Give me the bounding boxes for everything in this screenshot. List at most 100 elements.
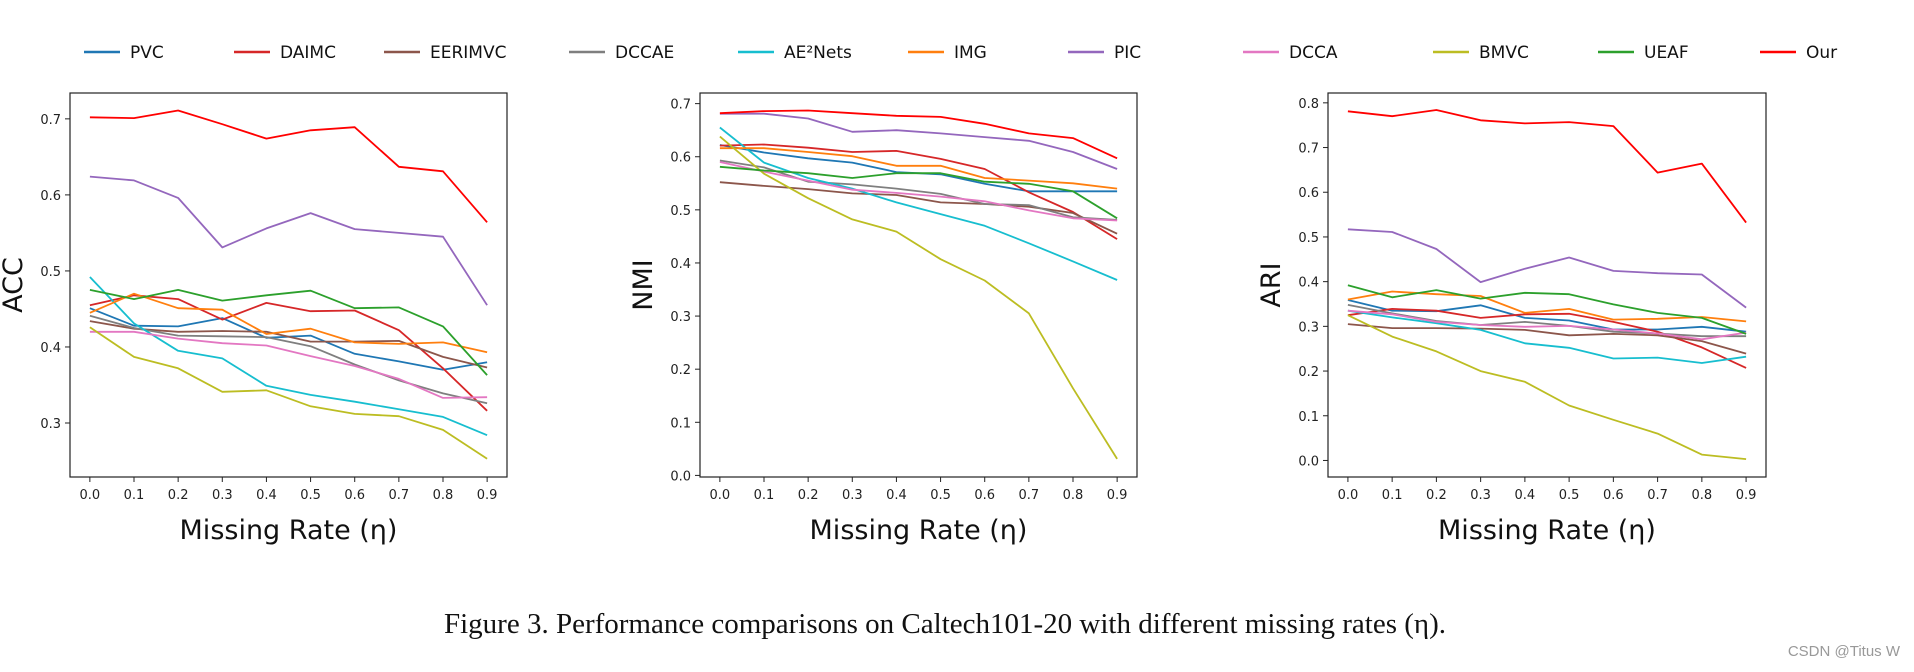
series-line-DCCA — [89, 330, 488, 399]
legend-label: IMG — [954, 43, 987, 63]
x-tick-label: 0.5 — [930, 488, 951, 503]
legend-label: DCCA — [1289, 43, 1338, 63]
y-tick-label: 0.5 — [670, 204, 691, 219]
x-tick-label: 0.9 — [1107, 488, 1128, 503]
x-tick-label: 0.7 — [1647, 488, 1668, 503]
x-tick-label: 0.2 — [168, 488, 189, 503]
series-line-PIC — [719, 112, 1118, 170]
legend-item: Our — [1760, 43, 1837, 63]
series-line-EERIMVC — [1347, 323, 1747, 355]
x-tick-label: 0.2 — [798, 488, 819, 503]
legend-label: UEAF — [1644, 43, 1689, 63]
legend-label: BMVC — [1479, 43, 1529, 63]
legend-item: AE²Nets — [738, 43, 852, 63]
x-tick-label: 0.0 — [1338, 488, 1359, 503]
series-line-AENets — [1347, 309, 1747, 364]
legend-item: PIC — [1068, 43, 1141, 63]
series-line-DCCA — [719, 161, 1118, 222]
legend-item: IMG — [908, 43, 987, 63]
x-tick-label: 0.5 — [1559, 488, 1580, 503]
y-tick-label: 0.5 — [40, 265, 61, 280]
x-tick-label: 0.9 — [1736, 488, 1757, 503]
chart-panels: 0.0 0.1 0.2 0.3 0.4 0.5 0.6 0.7 0.8 0.9 0.3 0.4 0.5 0… — [0, 92, 1767, 546]
plot-frame — [1327, 92, 1767, 478]
legend-label: DAIMC — [280, 43, 336, 63]
y-tick-label: 0.2 — [670, 363, 691, 378]
legend-label: DCCAE — [615, 43, 674, 63]
y-tick-label: 0.7 — [40, 113, 61, 128]
legend-label: AE²Nets — [784, 43, 852, 63]
series-line-DAIMC — [89, 294, 488, 412]
series-line-Our — [719, 109, 1118, 160]
x-axis-label: Missing Rate (η) — [180, 515, 398, 546]
legend: PVC DAIMC EERIMVC DCCAE AE²Nets IMG PIC DCCA BMV… — [84, 43, 1837, 63]
plot-frame — [699, 92, 1138, 478]
series-line-DCCAE — [89, 314, 488, 405]
y-axis-label: NMI — [628, 259, 659, 310]
legend-item: DCCA — [1243, 43, 1338, 63]
figure-caption: Figure 3. Performance comparisons on Cal… — [443, 608, 1446, 640]
series-line-DAIMC — [1347, 307, 1747, 369]
x-tick-label: 0.1 — [124, 488, 145, 503]
x-tick-label: 0.6 — [344, 488, 365, 503]
y-tick-label: 0.4 — [40, 341, 61, 356]
series-line-IMG — [719, 147, 1118, 190]
y-tick-label: 0.1 — [670, 416, 691, 431]
y-tick-label: 0.1 — [1298, 410, 1319, 425]
x-tick-label: 0.4 — [1515, 488, 1536, 503]
y-tick-label: 0.4 — [1298, 276, 1319, 291]
chart-ari: 0.0 0.1 0.2 0.3 0.4 0.5 0.6 0.7 0.8 0.9 0.0 0.1 0.2 0… — [1256, 92, 1767, 546]
x-tick-label: 0.6 — [974, 488, 995, 503]
series-line-IMG — [89, 292, 488, 354]
x-tick-label: 0.0 — [80, 488, 101, 503]
x-tick-label: 0.3 — [842, 488, 863, 503]
y-tick-label: 0.5 — [1298, 231, 1319, 246]
x-tick-label: 0.7 — [1019, 488, 1040, 503]
legend-item: BMVC — [1433, 43, 1529, 63]
series-line-UEAF — [89, 288, 488, 376]
legend-label: PVC — [130, 43, 164, 63]
x-tick-label: 0.8 — [1692, 488, 1713, 503]
y-tick-label: 0.6 — [670, 151, 691, 166]
series-line-PIC — [1347, 228, 1747, 309]
x-tick-label: 0.4 — [256, 488, 277, 503]
series-line-PVC — [1347, 299, 1747, 333]
chart-nmi: 0.0 0.1 0.2 0.3 0.4 0.5 0.6 0.7 0.8 0.9 0.0 0.1 0.2 0… — [628, 92, 1138, 546]
legend-item: DAIMC — [234, 43, 336, 63]
y-axis-label: ACC — [0, 257, 29, 313]
plot-frame — [69, 92, 508, 478]
series-line-DCCAE — [719, 159, 1118, 221]
x-tick-label: 0.0 — [710, 488, 731, 503]
y-tick-label: 0.6 — [40, 189, 61, 204]
x-axis-label: Missing Rate (η) — [810, 515, 1028, 546]
x-tick-label: 0.9 — [477, 488, 498, 503]
y-tick-label: 0.7 — [1298, 142, 1319, 157]
y-tick-label: 0.6 — [1298, 186, 1319, 201]
y-tick-label: 0.3 — [670, 310, 691, 325]
x-tick-label: 0.2 — [1426, 488, 1447, 503]
legend-item: EERIMVC — [384, 43, 506, 63]
x-tick-label: 0.3 — [1470, 488, 1491, 503]
series-line-BMVC — [1347, 314, 1747, 460]
y-tick-label: 0.0 — [670, 469, 691, 484]
series-line-AENets — [719, 126, 1118, 281]
y-tick-label: 0.3 — [1298, 320, 1319, 335]
x-tick-label: 0.6 — [1603, 488, 1624, 503]
legend-label: Our — [1806, 43, 1837, 63]
series-line-BMVC — [89, 326, 488, 460]
legend-item: PVC — [84, 43, 164, 63]
series-line-Our — [89, 109, 488, 223]
x-axis-label: Missing Rate (η) — [1438, 515, 1656, 546]
y-tick-label: 0.4 — [670, 257, 691, 272]
series-line-UEAF — [1347, 284, 1747, 335]
y-tick-label: 0.7 — [670, 98, 691, 113]
series-line-PIC — [89, 175, 488, 306]
legend-label: EERIMVC — [430, 43, 506, 63]
y-axis-label: ARI — [1256, 262, 1287, 307]
x-tick-label: 0.8 — [433, 488, 454, 503]
legend-item: DCCAE — [569, 43, 674, 63]
x-tick-label: 0.1 — [754, 488, 775, 503]
watermark: CSDN @Titus W — [1787, 643, 1900, 660]
chart-acc: 0.0 0.1 0.2 0.3 0.4 0.5 0.6 0.7 0.8 0.9 0.3 0.4 0.5 0… — [0, 92, 508, 546]
